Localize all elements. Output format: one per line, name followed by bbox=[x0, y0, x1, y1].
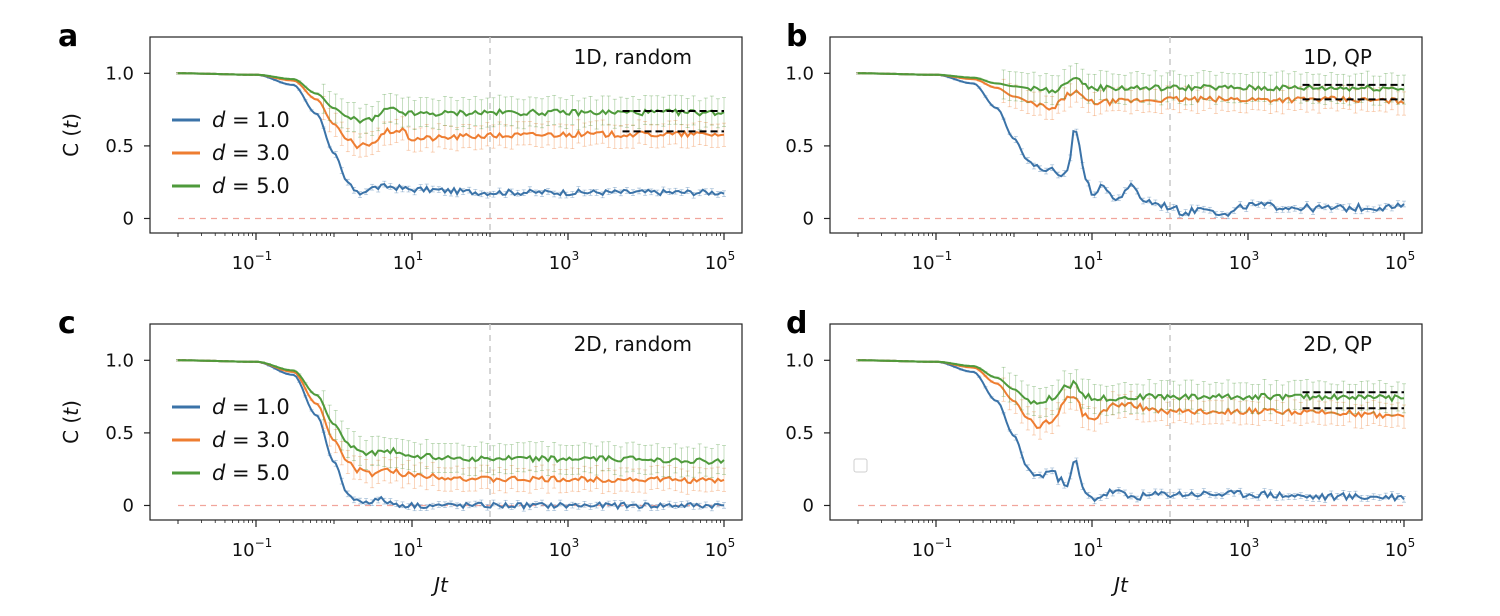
panel-letter: c bbox=[58, 306, 76, 341]
x-tick-label: 105 bbox=[1385, 536, 1416, 561]
y-tick-label: 0.5 bbox=[105, 423, 134, 444]
x-axis-label: Jt bbox=[430, 573, 449, 597]
legend-entry: d = 5.0 bbox=[212, 174, 290, 198]
series-line-d50 bbox=[178, 359, 725, 465]
panel-letter: d bbox=[786, 306, 807, 341]
x-tick-label: 103 bbox=[549, 536, 580, 561]
panel-title: 2D, random bbox=[574, 332, 692, 356]
legend-entry: d = 1.0 bbox=[212, 395, 290, 419]
panel-d: d 2D, QP 0 0.5 1.0 10−1 101 103 105 Jt bbox=[785, 306, 1423, 597]
plot-frame bbox=[829, 323, 1423, 521]
y-tick-label: 1.0 bbox=[105, 63, 134, 84]
y-tick-label: 0 bbox=[123, 495, 134, 516]
y-tick-label: 0.5 bbox=[105, 136, 134, 157]
y-tick-label: 0.5 bbox=[785, 423, 814, 444]
x-tick-label: 10−1 bbox=[912, 249, 953, 274]
x-tick-label: 103 bbox=[549, 249, 580, 274]
panel-letter: b bbox=[786, 19, 807, 54]
x-tick-label: 105 bbox=[1385, 249, 1416, 274]
y-tick-label: 0 bbox=[123, 208, 134, 229]
series-line-d10 bbox=[858, 359, 1405, 503]
x-tick-label: 105 bbox=[705, 536, 736, 561]
panel-b: b 1D, QP 0 0.5 1.0 10−1 101 103 105 bbox=[785, 19, 1423, 274]
y-tick-label: 0 bbox=[803, 495, 814, 516]
legend-entry: d = 3.0 bbox=[212, 428, 290, 452]
y-tick-label: 1.0 bbox=[785, 63, 814, 84]
panel-a: a 1D, random 0 0.5 1.0 10−1 101 103 105 d = 1.0 d … bbox=[58, 19, 743, 274]
x-tick-label: 101 bbox=[393, 249, 424, 274]
series-errorbars bbox=[856, 359, 1406, 505]
legend-entry: d = 3.0 bbox=[212, 141, 290, 165]
x-tick-label: 10−1 bbox=[912, 536, 953, 561]
x-tick-label: 105 bbox=[705, 249, 736, 274]
plot-frame bbox=[149, 36, 743, 234]
x-tick-label: 101 bbox=[1073, 536, 1104, 561]
x-tick-label: 101 bbox=[393, 536, 424, 561]
x-tick-label: 101 bbox=[1073, 249, 1104, 274]
series-errorbars bbox=[856, 359, 1406, 418]
panel-c: c 2D, random 0 0.5 1.0 10−1 101 103 105 d = 1.0 d … bbox=[58, 306, 743, 597]
panel-title: 1D, QP bbox=[1303, 45, 1372, 69]
y-tick-label: 0 bbox=[803, 208, 814, 229]
y-axis-label: C (t) bbox=[59, 113, 83, 157]
series-line-d10 bbox=[858, 72, 1405, 218]
plot-frame bbox=[149, 323, 743, 521]
x-tick-label: 10−1 bbox=[232, 249, 273, 274]
series-line-d50 bbox=[858, 72, 1405, 94]
panel-title: 2D, QP bbox=[1303, 332, 1372, 356]
y-tick-label: 1.0 bbox=[105, 350, 134, 371]
empty-legend-box bbox=[853, 458, 868, 473]
x-tick-label: 103 bbox=[1229, 536, 1260, 561]
y-axis-label: C (t) bbox=[59, 400, 83, 444]
x-tick-label: 10−1 bbox=[232, 536, 273, 561]
panel-title: 1D, random bbox=[574, 45, 692, 69]
y-tick-label: 1.0 bbox=[785, 350, 814, 371]
legend-entry: d = 5.0 bbox=[212, 461, 290, 485]
x-tick-label: 103 bbox=[1229, 249, 1260, 274]
y-tick-label: 0.5 bbox=[785, 136, 814, 157]
series-line-d50 bbox=[858, 359, 1405, 405]
plot-frame bbox=[829, 36, 1423, 234]
series-line-d50 bbox=[178, 72, 725, 124]
legend-entry: d = 1.0 bbox=[212, 108, 290, 132]
series-line-d10 bbox=[178, 72, 725, 197]
panel-letter: a bbox=[58, 19, 78, 54]
x-axis-label: Jt bbox=[1110, 573, 1129, 597]
